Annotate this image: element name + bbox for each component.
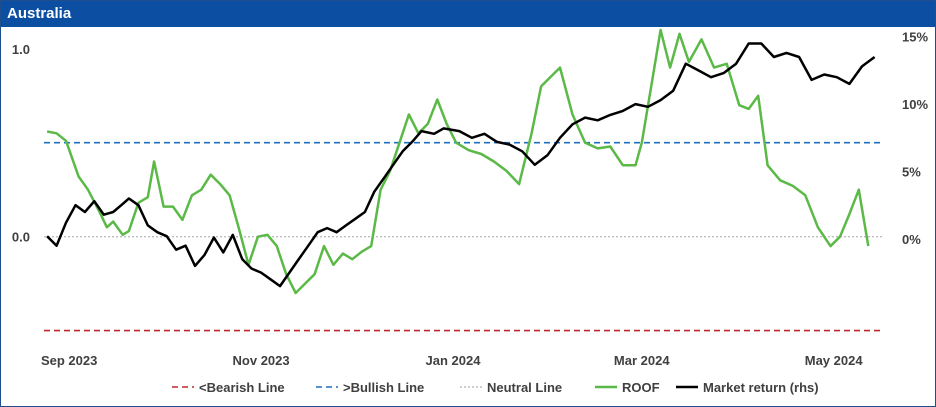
series-layer xyxy=(46,28,876,295)
roof-series-line xyxy=(46,28,870,295)
right-axis-tick-label: 15% xyxy=(902,30,928,45)
left-axis-tick-label: 1.0 xyxy=(12,42,30,57)
right-axis-tick-label: 10% xyxy=(902,97,928,112)
legend-label: <Bearish Line xyxy=(199,380,285,395)
legend-label: ROOF xyxy=(622,380,660,395)
legend-label: >Bullish Line xyxy=(343,380,424,395)
title-bar: Australia xyxy=(1,1,935,27)
x-axis-tick-label: Nov 2023 xyxy=(233,353,290,368)
market-return-series-line xyxy=(46,42,876,288)
reference-lines xyxy=(44,141,884,332)
left-axis: 1.0 0.0 xyxy=(12,42,30,245)
x-axis-tick-label: Mar 2024 xyxy=(614,353,670,368)
x-axis-tick-label: Sep 2023 xyxy=(41,353,97,368)
x-axis-tick-label: Jan 2024 xyxy=(426,353,482,368)
right-axis-tick-label: 5% xyxy=(902,165,921,180)
legend-label: Market return (rhs) xyxy=(703,380,819,395)
right-axis: 15% 10% 5% 0% xyxy=(902,30,928,247)
chart-title: Australia xyxy=(7,5,72,22)
x-axis: Sep 2023 Nov 2023 Jan 2024 Mar 2024 May 2024 xyxy=(41,353,863,368)
right-axis-tick-label: 0% xyxy=(902,232,921,247)
left-axis-tick-label: 0.0 xyxy=(12,230,30,245)
legend: <Bearish Line >Bullish Line Neutral Line RO… xyxy=(172,380,819,395)
x-axis-tick-label: May 2024 xyxy=(805,353,864,368)
legend-label: Neutral Line xyxy=(487,380,562,395)
